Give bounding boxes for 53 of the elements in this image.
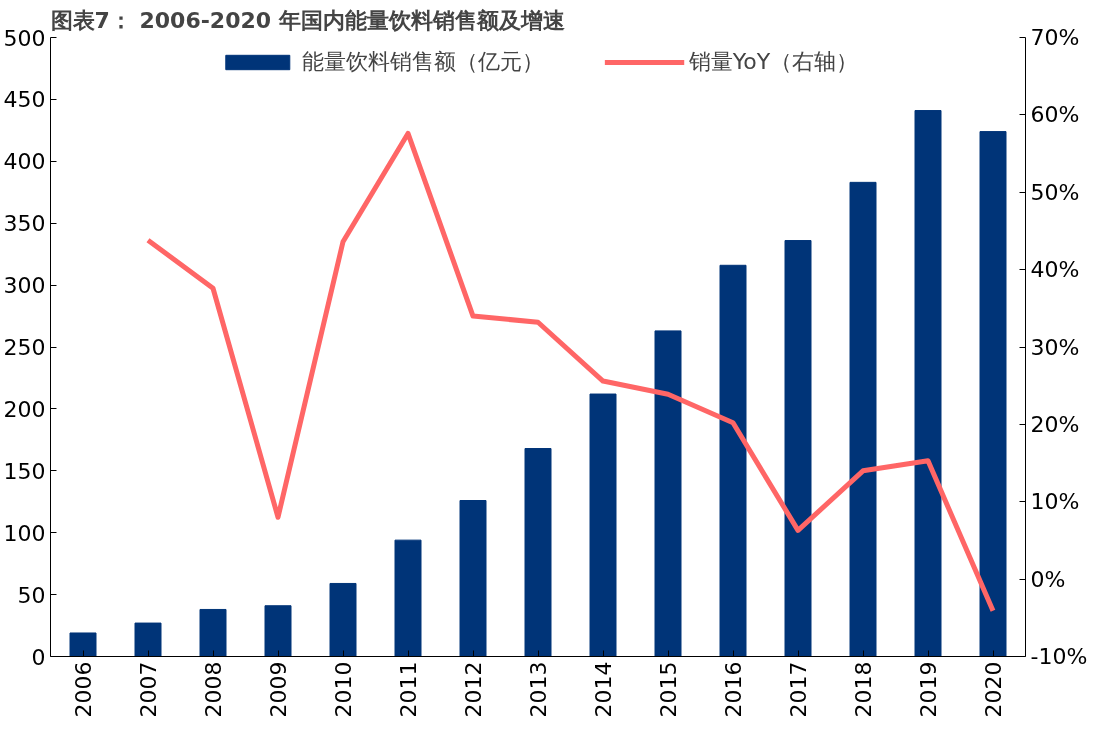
y2-tick-label: 10%	[1030, 489, 1080, 515]
y2-tick-label: 70%	[1030, 25, 1080, 50]
x-tick-label: 2012	[461, 661, 486, 718]
y2-tick-label: 60%	[1030, 102, 1080, 128]
x-tick-label: 2015	[656, 661, 681, 718]
bar	[979, 131, 1007, 657]
y2-tick-label: 30%	[1030, 334, 1080, 360]
bar	[719, 264, 747, 657]
x-tick-label: 2007	[136, 661, 161, 718]
y-tick-label: 100	[3, 520, 46, 546]
y-tick-label: 300	[3, 273, 46, 299]
x-tick-label: 2013	[526, 661, 551, 718]
x-tick-label: 2006	[71, 661, 96, 718]
y-tick-label: 400	[3, 149, 46, 175]
bar	[69, 632, 97, 657]
legend-label: 销量YoY（右轴）	[688, 48, 859, 76]
x-tick-label: 2008	[201, 661, 226, 718]
y-tick-label: 50	[17, 582, 46, 608]
y-tick-label: 0	[31, 644, 46, 670]
x-tick-label: 2017	[786, 661, 811, 718]
y-tick-label: 150	[3, 458, 46, 484]
bar	[199, 608, 227, 657]
bar	[849, 181, 877, 657]
y2-tick-label: -10%	[1030, 644, 1088, 669]
x-tick-label: 2020	[981, 661, 1006, 718]
bar	[654, 330, 682, 657]
y2-tick-label: 50%	[1030, 179, 1080, 205]
y-tick-label: 350	[3, 211, 46, 237]
bar	[589, 393, 617, 657]
x-tick-label: 2011	[396, 661, 421, 718]
y2-tick-label: 20%	[1030, 411, 1080, 437]
y2-tick-label: 40%	[1030, 257, 1080, 283]
x-tick-label: 2016	[721, 661, 746, 718]
legend-label: 能量饮料销售额（亿元）	[301, 48, 544, 76]
y-tick-label: 450	[3, 87, 46, 113]
bar	[914, 110, 942, 657]
bar	[784, 240, 812, 657]
bar	[329, 582, 357, 657]
x-tick-label: 2010	[331, 661, 356, 718]
bar	[459, 500, 487, 657]
y-tick-label: 500	[3, 25, 46, 51]
bar	[134, 622, 162, 657]
x-tick-label: 2018	[851, 661, 876, 718]
bar	[394, 539, 422, 657]
bar	[524, 448, 552, 657]
y2-tick-label: 0%	[1030, 566, 1066, 592]
y-tick-label: 200	[3, 396, 46, 422]
x-tick-label: 2019	[916, 661, 941, 718]
x-tick-label: 2009	[266, 661, 291, 718]
bar	[264, 605, 292, 657]
y-tick-label: 250	[3, 335, 46, 360]
chart-title: 图表7： 2006-2020 年国内能量饮料销售额及增速	[50, 7, 565, 33]
x-tick-label: 2014	[591, 661, 616, 718]
